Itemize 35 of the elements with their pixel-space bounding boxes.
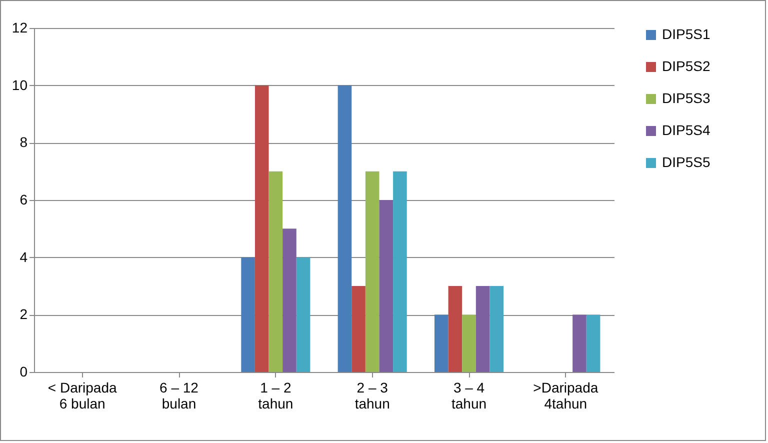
y-tick-label: 4 <box>20 248 28 265</box>
legend-label: DIP5S1 <box>662 26 710 42</box>
bar <box>586 314 600 372</box>
bar <box>268 171 283 372</box>
legend-label: DIP5S4 <box>662 122 710 138</box>
y-tick-label: 8 <box>20 134 28 150</box>
bar <box>434 314 448 372</box>
x-tick-label: 3 – 4 tahun <box>451 380 487 412</box>
bar <box>254 85 269 372</box>
bar <box>572 314 586 372</box>
x-tick-label: 2 – 3 tahun <box>354 380 390 412</box>
bar <box>282 228 296 372</box>
bar <box>448 286 462 372</box>
x-tick-label: 6 – 12 bulan <box>160 380 199 412</box>
x-tick-label: >Daripada 4tahun <box>533 380 598 412</box>
y-tick-label: 2 <box>20 306 28 322</box>
legend-label: DIP5S3 <box>662 90 710 106</box>
bar <box>379 200 394 372</box>
legend-label: DIP5S2 <box>662 58 710 74</box>
x-tick-label: < Daripada 6 bulan <box>48 380 117 412</box>
y-tick-label: 6 <box>20 192 28 208</box>
y-tick-label: 0 <box>20 364 28 380</box>
bar <box>352 286 366 372</box>
bar <box>393 171 407 372</box>
bar <box>476 286 490 372</box>
bar <box>296 257 310 372</box>
x-tick-label: 1 – 2 tahun <box>258 380 294 412</box>
bar <box>241 257 255 372</box>
bar <box>462 314 476 372</box>
bar <box>365 171 380 372</box>
bar <box>338 85 352 372</box>
y-tick-label: 12 <box>12 20 28 36</box>
y-tick-label: 10 <box>12 76 28 93</box>
legend-label: DIP5S5 <box>662 154 710 170</box>
bar <box>490 286 504 372</box>
